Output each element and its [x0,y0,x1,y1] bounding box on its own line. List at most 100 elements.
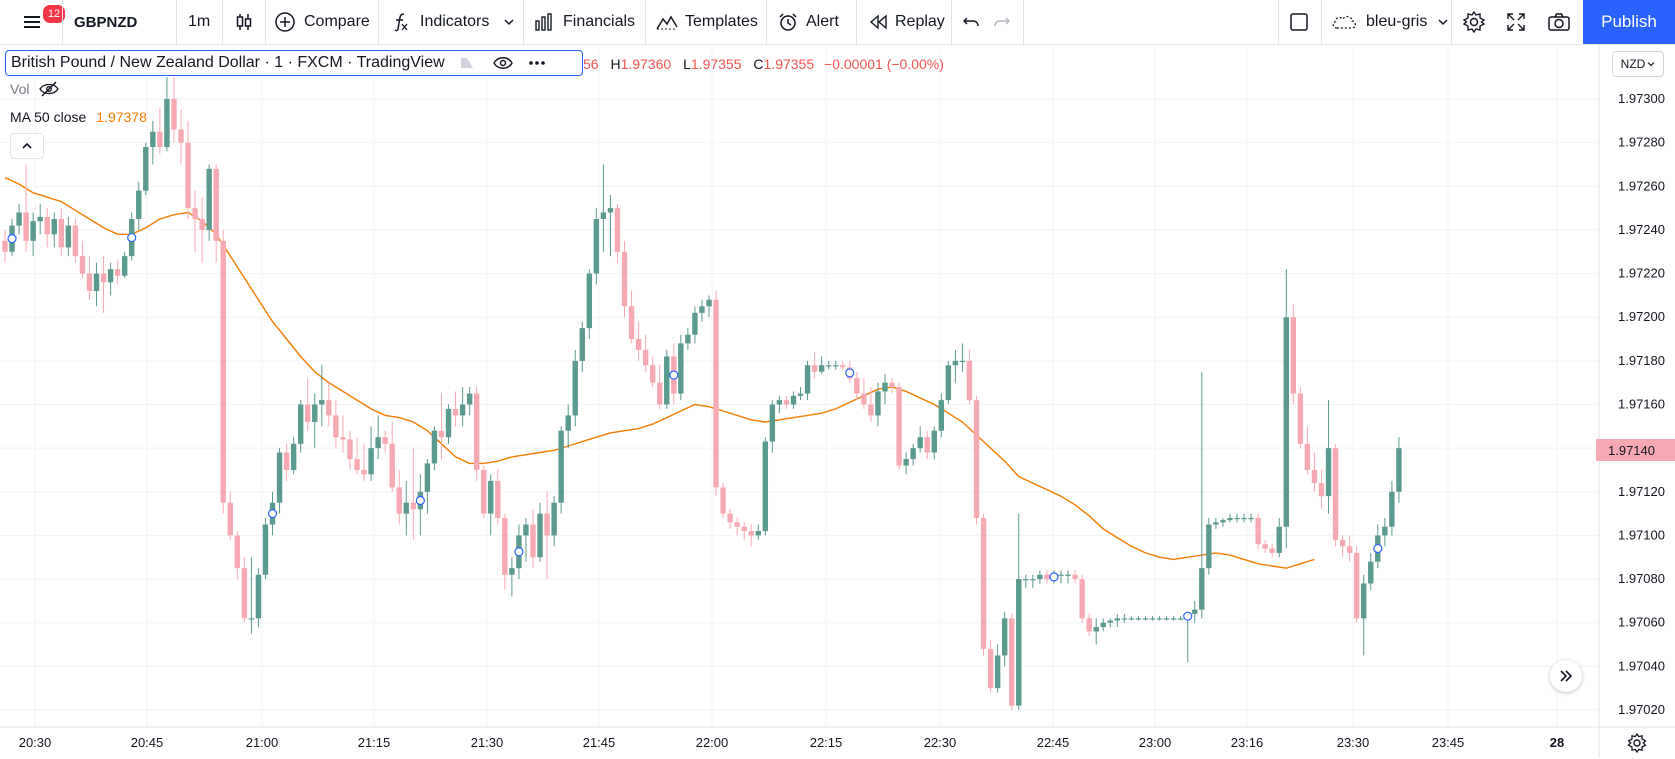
candle-body [628,306,635,340]
chart-type-button[interactable] [233,0,255,44]
candle-body [783,400,790,405]
time-axis: 20:30 20:45 21:00 21:15 21:30 21:45 22:00 22:15… [19,735,1565,750]
square-icon [1290,13,1308,31]
candle-body [495,480,501,518]
notification-badge: 12 [41,3,67,25]
indicators-label: Indicators [420,13,490,30]
candle-body [114,269,121,276]
fullscreen-toggle[interactable] [1288,0,1310,44]
indicators-button[interactable]: Indicators [390,0,489,44]
candle-body [994,655,1001,689]
flag-icon[interactable] [459,56,475,70]
high-label: H [610,56,621,72]
candle-body [804,365,811,394]
candle-body [1149,618,1156,620]
candle-body [481,469,487,514]
templates-button[interactable]: Templates [655,0,758,44]
candle-body [1135,618,1142,620]
candle-body [973,400,980,518]
candle-body [100,273,107,283]
symbol-legend[interactable]: British Pound / New Zealand Dollar · 1 ·… [5,50,583,76]
price-tick-label: 1.97300 [1618,91,1665,106]
candle-body [572,360,578,416]
candle-body [776,400,783,405]
candle-body [1058,574,1064,576]
candle-body [1304,443,1311,470]
candle-body [199,219,205,230]
candle-body [1241,517,1247,520]
candle-body [1206,524,1212,569]
undo-button[interactable] [961,0,981,44]
eye-crossed-icon[interactable] [39,81,60,97]
more-icon[interactable] [527,56,547,70]
price-tick-label: 1.97240 [1618,222,1665,237]
time-tick-label: 23:00 [1139,735,1172,750]
candle-body [1353,552,1360,619]
candle-body [811,365,818,372]
event-marker [7,234,17,244]
candle-body [410,502,417,510]
ma-indicator[interactable]: MA 50 close 1.97378 [10,109,147,125]
currency-dropdown[interactable]: NZD [1612,51,1664,77]
compare-button[interactable]: Compare [274,0,370,44]
candle-body [917,437,923,449]
price-chart[interactable]: 1.97300 1.97280 1.97260 1.97240 1.97220 1.972… [0,44,1675,758]
candle-body [326,400,332,416]
event-marker [514,547,524,557]
candle-body [1227,517,1233,521]
collapse-legend-button[interactable] [10,133,44,159]
candle-body [1332,448,1339,540]
candle-body [980,517,987,649]
financials-button[interactable]: Financials [533,0,635,44]
candle-body [558,430,564,503]
candle-body [1389,491,1395,527]
indicators-dropdown[interactable] [503,0,515,44]
candle-body [1276,526,1282,553]
candle-body [1093,627,1099,632]
candle-body [945,365,952,401]
candle-body [340,437,346,440]
candle-body [234,535,241,569]
plus-circle-icon [275,12,295,32]
settings-button[interactable] [1462,0,1486,44]
candle-body [607,208,614,213]
symbol-search[interactable]: GBPNZD [74,13,138,31]
candle-body [185,142,191,209]
eye-icon[interactable] [492,56,513,70]
snapshot-button[interactable] [1547,0,1571,44]
candle-body [1248,517,1254,520]
price-tick-label: 1.97020 [1618,702,1665,717]
candle-body [227,502,233,536]
candle-body [1030,579,1036,581]
candle-body [157,131,163,148]
candle-body [333,415,339,438]
redo-button[interactable] [992,0,1012,44]
price-tick-label: 1.97280 [1618,135,1665,150]
event-marker [1183,611,1193,621]
candle-body [1382,526,1388,536]
menu-button[interactable]: 12 [10,0,67,44]
replay-button[interactable]: Replay [867,0,945,44]
axis-settings-button[interactable] [1626,732,1648,759]
candle-body [452,408,459,416]
fullscreen-button[interactable] [1505,0,1527,44]
layout-button[interactable]: bleu-gris [1330,0,1449,44]
time-tick-label: 21:30 [471,735,504,750]
candle-body [72,225,79,257]
candle-body [368,448,374,475]
publish-button[interactable]: Publish [1583,0,1675,44]
volume-indicator[interactable]: Vol [10,81,60,97]
interval-button[interactable]: 1m [188,13,211,30]
scroll-to-realtime-button[interactable] [1550,660,1582,692]
candle-body [150,131,156,148]
candle-body [23,212,29,241]
candle-body [79,256,86,274]
candle-body [833,365,839,367]
candle-body [136,190,142,220]
low-label: L [683,56,691,72]
candle-body [748,531,754,536]
event-marker [1049,572,1059,582]
candle-body [530,524,536,558]
alert-button[interactable]: Alert [777,0,839,44]
event-marker [669,370,679,380]
